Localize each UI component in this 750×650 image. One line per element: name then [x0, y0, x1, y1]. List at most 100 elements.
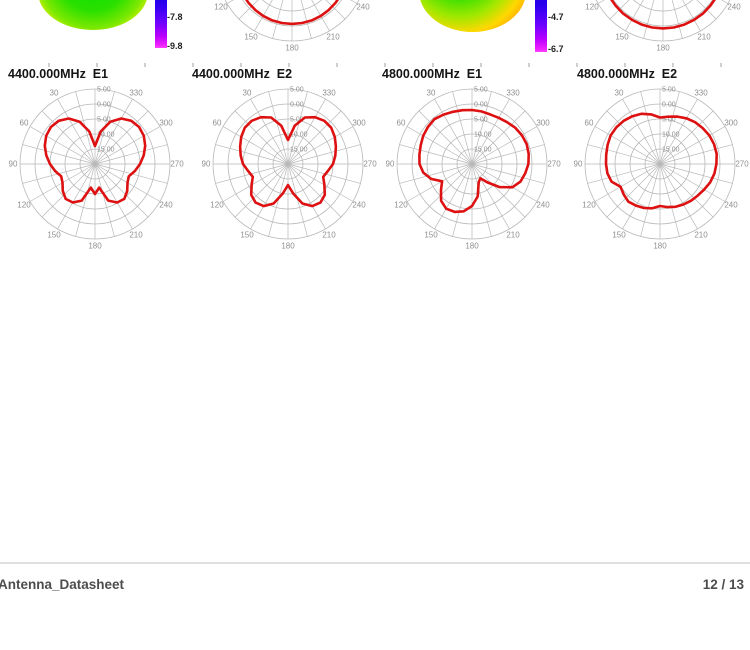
angle-label: 210 [697, 33, 711, 42]
radial-label: 5.00 [97, 87, 111, 94]
polar-spoke [94, 110, 149, 165]
radial-label: 5.00 [662, 87, 676, 94]
radiation-pattern-3d-left [38, 0, 148, 30]
angle-label: 120 [17, 201, 31, 210]
angle-label: 30 [50, 88, 59, 97]
radiation-pattern-trace [418, 108, 530, 214]
polar-spoke [471, 110, 526, 165]
polar-spoke [234, 163, 289, 218]
radial-label: 15.00 [97, 147, 115, 154]
polar-spoke [57, 163, 96, 230]
ruler-tick [576, 63, 578, 67]
polar-spoke [659, 91, 680, 165]
polar-spoke [311, 0, 330, 32]
angle-label: 150 [244, 33, 258, 42]
polar-spoke [287, 163, 354, 202]
radial-label: 15.00 [474, 147, 492, 154]
angle-label: 150 [615, 33, 629, 42]
ruler-tick [528, 63, 530, 67]
polar-spoke [300, 0, 312, 39]
colorbar-left-tick-1: -7.8 [167, 12, 183, 22]
ruler-tick [96, 63, 98, 67]
colorbar-right-tick-1: -4.7 [548, 12, 564, 22]
polar-spoke [471, 163, 538, 202]
polar-spoke [471, 163, 492, 237]
polar-spoke [250, 98, 289, 165]
angle-label: 330 [694, 88, 708, 97]
colorbar-right [535, 0, 547, 52]
polar-spoke [471, 144, 545, 165]
polar-spoke [287, 98, 326, 165]
radiation-pattern-3d-right [419, 0, 526, 32]
polar-chart-4800mhz-e1: 30 60 90 120 150 180 210 240 270 300 330 5.00 0.00 5.… [386, 87, 562, 251]
ruler-tick [624, 63, 626, 67]
polar-spoke [659, 126, 726, 165]
polar-spoke [234, 110, 289, 165]
polar-spoke [622, 163, 661, 230]
polar-spoke [471, 163, 510, 230]
angle-label: 90 [386, 160, 395, 169]
polar-spoke [254, 0, 273, 32]
polar-spoke [406, 126, 473, 165]
angle-label: 180 [465, 242, 479, 251]
polar-spoke [94, 126, 161, 165]
polar-spoke [606, 163, 661, 218]
angle-label: 120 [210, 201, 224, 210]
polar-spoke [452, 163, 473, 237]
polar-chart-top-left-partial: 3060901201501802102402703003305.000.005.… [214, 0, 370, 53]
radial-label: 5.00 [662, 117, 676, 124]
angle-label: 120 [394, 201, 408, 210]
polar-spoke [418, 163, 473, 218]
ruler-tick [240, 63, 242, 67]
angle-label: 30 [243, 88, 252, 97]
angle-label: 150 [612, 231, 626, 240]
ruler-tick [192, 63, 194, 67]
polar-spoke [587, 163, 661, 184]
ruler-tick [288, 63, 290, 67]
angle-label: 240 [159, 201, 173, 210]
polar-chart-4400mhz-e1: 30 60 90 120 150 180 210 240 270 300 330 5.00 0.00 5.… [9, 87, 185, 251]
angle-label: 270 [170, 160, 184, 169]
radial-label: 10.00 [662, 132, 680, 139]
polar-spoke [671, 0, 683, 39]
angle-label: 270 [547, 160, 561, 169]
ruler-tick [336, 63, 338, 67]
radial-label: 10.00 [97, 132, 115, 139]
ruler-tick [48, 63, 50, 67]
polar-spoke [287, 144, 361, 165]
angle-label: 150 [240, 231, 254, 240]
footer-document-title: Antenna_Datasheet [0, 577, 125, 592]
angle-label: 120 [585, 3, 599, 12]
polar-spoke [94, 144, 168, 165]
chart-title-4800-e1: 4800.000MHz E1 [382, 67, 483, 81]
polar-spoke [587, 144, 661, 165]
polar-spoke [399, 163, 473, 184]
polar-spoke [659, 163, 680, 237]
radiation-pattern-trace [238, 115, 338, 208]
angle-label: 60 [397, 119, 406, 128]
polar-chart-4800mhz-e2: 30 60 90 120 150 180 210 240 270 300 330 5.00 0.00 5.… [574, 87, 750, 251]
colorbar-left-tick-2: -9.8 [167, 41, 183, 51]
polar-spoke [452, 91, 473, 165]
polar-spoke [643, 0, 655, 39]
polar-spoke [287, 163, 342, 218]
polar-spoke [406, 163, 473, 202]
colorbar-right-tick-2: -6.7 [548, 44, 564, 54]
angle-label: 300 [724, 119, 738, 128]
angle-label: 180 [656, 44, 670, 53]
polar-spoke [268, 91, 289, 165]
ruler-tick [480, 63, 482, 67]
angle-label: 240 [727, 3, 741, 12]
polar-spoke [94, 163, 149, 218]
polar-spoke [222, 126, 289, 165]
angle-label: 90 [9, 160, 18, 169]
polar-spoke [94, 163, 115, 237]
angle-label: 180 [88, 242, 102, 251]
polar-spoke [659, 163, 726, 202]
ruler-tick [432, 63, 434, 67]
polar-spoke [659, 144, 733, 165]
polar-spoke [434, 98, 473, 165]
polar-spoke [434, 163, 473, 230]
angle-label: 330 [129, 88, 143, 97]
